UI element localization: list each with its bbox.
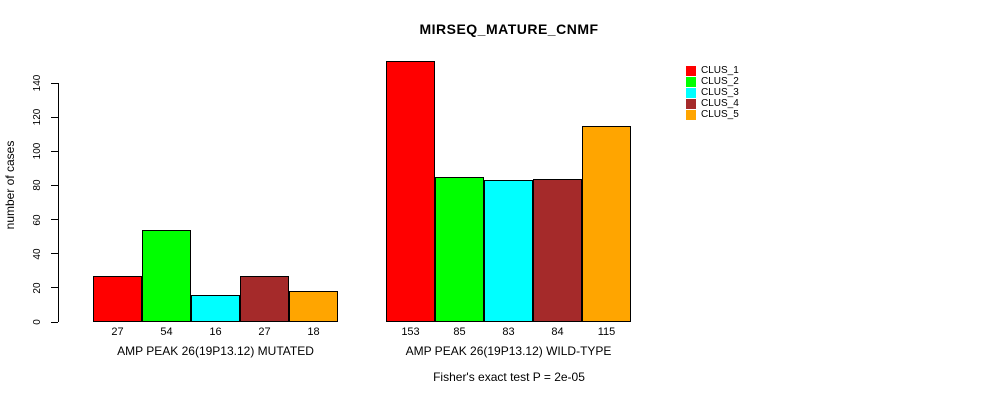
y-tick-label: 60 [32,214,43,226]
y-tick-mark [51,287,58,289]
y-tick-mark [51,184,58,186]
legend: CLUS_1 CLUS_2 CLUS_3 CLUS_4 CLUS_5 [686,65,739,120]
bar-clus_3-group1 [191,295,240,322]
legend-row-clus_4: CLUS_4 [686,98,739,109]
bar-clus_2-group1 [142,230,191,322]
y-tick-mark [51,321,58,323]
category-label-group1: AMP PEAK 26(19P13.12) MUTATED [117,344,314,358]
legend-label: CLUS_1 [701,65,739,76]
y-tick-label: 100 [32,142,43,160]
legend-label: CLUS_4 [701,98,739,109]
legend-swatch-icon [686,76,696,87]
y-tick-label: 0 [32,319,43,325]
bar-clus_4-group2 [533,179,582,322]
y-tick-mark [51,150,58,152]
bar-clus_1-group1 [93,276,142,322]
legend-swatch-icon [686,98,696,109]
bar-clus_3-group2 [484,180,533,322]
legend-row-clus_1: CLUS_1 [686,65,739,76]
legend-swatch-icon [686,109,696,120]
y-tick-label: 140 [32,74,43,92]
y-axis-label: number of cases [3,140,17,230]
bar-value-label: 27 [258,326,271,338]
legend-row-clus_2: CLUS_2 [686,76,739,87]
bar-value-label: 115 [597,326,616,338]
bar-clus_4-group1 [240,276,289,322]
legend-label: CLUS_2 [701,76,739,87]
legend-swatch-icon [686,87,696,98]
legend-row-clus_3: CLUS_3 [686,87,739,98]
bar-clus_1-group2 [386,61,435,322]
bar-value-label: 18 [307,326,320,338]
y-tick-mark [51,219,58,221]
legend-row-clus_5: CLUS_5 [686,109,739,120]
y-tick-label: 80 [32,179,43,191]
bar-clus_5-group2 [582,126,631,322]
legend-label: CLUS_5 [701,109,739,120]
y-tick-mark [51,82,58,84]
y-tick-label: 120 [32,108,43,126]
fisher-test-annotation: Fisher's exact test P = 2e-05 [433,370,585,384]
bar-value-label: 27 [111,326,124,338]
bar-value-label: 84 [551,326,564,338]
bar-value-label: 83 [502,326,515,338]
category-label-group2: AMP PEAK 26(19P13.12) WILD-TYPE [405,344,612,358]
y-tick-mark [51,253,58,255]
chart-title: MIRSEQ_MATURE_CNMF [419,21,599,37]
bar-value-label: 85 [453,326,466,338]
bar-clus_5-group1 [289,291,338,322]
legend-swatch-icon [686,65,696,76]
bar-value-label: 153 [401,326,420,338]
legend-label: CLUS_3 [701,87,739,98]
y-axis-line [58,83,59,322]
bar-clus_2-group2 [435,177,484,322]
bar-value-label: 54 [160,326,173,338]
bar-value-label: 16 [209,326,222,338]
y-tick-mark [51,116,58,118]
